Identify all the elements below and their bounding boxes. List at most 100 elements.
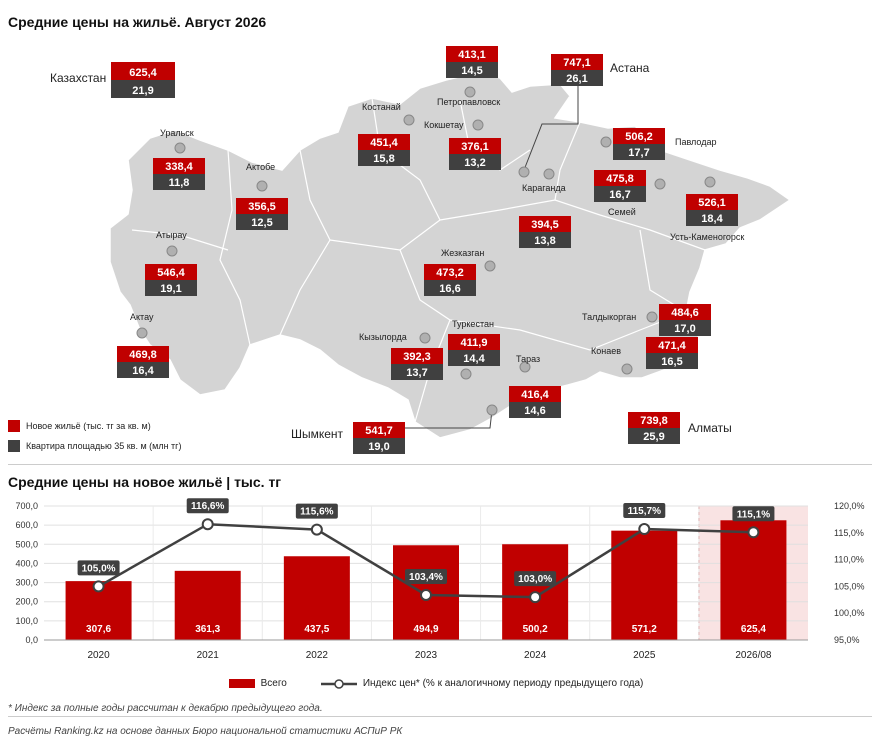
bar-value-label: 625,4 [741, 624, 766, 635]
city-labels: Казахстан Петропавловск Астана Костанай … [50, 61, 744, 441]
flat-box [628, 428, 680, 444]
x-tick-label: 2026/08 [735, 650, 772, 661]
price-value: 739,8 [640, 415, 668, 427]
city-dot-konaev [621, 363, 633, 375]
flat-box [353, 438, 405, 454]
price-value: 394,5 [531, 219, 559, 231]
index-value-label: 103,0% [518, 574, 552, 585]
source-note: Расчёты Ranking.kz на основе данных Бюро… [8, 726, 403, 737]
price-box [391, 348, 443, 364]
y-tick-label: 600,0 [15, 520, 38, 530]
city-box-9: 526,1 18,4 [686, 194, 738, 226]
flat-box [659, 320, 711, 336]
city-box-18: 416,4 14,6 [509, 386, 561, 418]
flat-value: 13,8 [534, 235, 555, 247]
price-value: 392,3 [403, 351, 431, 363]
city-dot-taraz [519, 361, 531, 373]
city-dot-taldykorgan [646, 311, 658, 323]
price-box [594, 170, 646, 186]
flat-value: 18,4 [701, 213, 723, 225]
leader-lines [402, 80, 579, 429]
price-value: 541,7 [365, 425, 393, 437]
index-value-label: 103,4% [409, 572, 443, 583]
bar-value-label: 361,3 [195, 624, 220, 635]
price-box [117, 346, 169, 362]
price-value: 376,1 [461, 141, 489, 153]
city-label-kostanay: Костанай [362, 102, 401, 112]
price-box [153, 158, 205, 174]
city-label-uralsk: Уральск [160, 128, 194, 138]
x-tick-label: 2023 [415, 650, 438, 661]
city-dot-pavlodar [600, 136, 612, 148]
index-value-label: 116,6% [191, 501, 224, 512]
city-label-kazakhstan: Казахстан [50, 71, 106, 85]
price-value: 469,8 [129, 349, 157, 361]
index-point [92, 580, 105, 593]
city-box-8: 475,8 16,7 [594, 170, 646, 202]
price-box [659, 304, 711, 320]
city-box-10: 394,5 13,8 [519, 216, 571, 248]
city-label-petropavlovsk: Петропавловск [437, 97, 500, 107]
price-box [519, 216, 571, 232]
bar-2025 [611, 530, 678, 640]
price-box [551, 54, 603, 70]
city-markers [136, 86, 716, 416]
legend-line-label: Индекс цен* (% к аналогичному периоду пр… [362, 678, 644, 689]
price-value: 338,4 [165, 161, 193, 173]
price-value: 471,4 [658, 340, 686, 352]
flat-box [391, 364, 443, 380]
price-box [358, 134, 410, 150]
x-tick-label: 2021 [197, 650, 220, 661]
flat-value: 19,1 [160, 283, 181, 295]
city-label-taraz: Тараз [516, 354, 540, 364]
legend-swatch-gray [8, 440, 20, 452]
index-point [201, 518, 214, 531]
index-point [638, 523, 651, 536]
city-dot-atyrau [166, 245, 178, 257]
price-value: 526,1 [698, 197, 726, 209]
price-value: 747,1 [563, 57, 591, 69]
bar-value-label: 307,6 [86, 624, 111, 635]
city-data-boxes: 625,4 21,9 413,1 14,5 747,1 26,1 451,4 15,8 376,… [111, 46, 738, 454]
city-box-20: 541,7 19,0 [353, 422, 405, 454]
flat-box [448, 350, 500, 366]
flat-value: 19,0 [368, 441, 389, 453]
city-dot-zhezkazgan [484, 260, 496, 272]
price-box [424, 264, 476, 280]
y-tick-label: 200,0 [15, 597, 38, 607]
city-label-almaty: Алматы [688, 421, 732, 435]
price-box [353, 422, 405, 438]
flat-value: 16,6 [439, 283, 460, 295]
city-dot-kostanay [403, 114, 415, 126]
flat-box [145, 280, 197, 296]
price-box [111, 62, 175, 80]
index-value-label: 115,6% [300, 507, 333, 518]
flat-box [646, 353, 698, 369]
price-box [686, 194, 738, 210]
flat-box [519, 232, 571, 248]
y2-tick-label: 95,0% [834, 635, 860, 645]
city-label-taldykorgan: Талдыкорган [582, 312, 636, 322]
map-legend-flat: Квартира площадью 35 кв. м (млн тг) [8, 440, 181, 452]
legend-item-bars: Всего [228, 678, 287, 689]
flat-box [686, 210, 738, 226]
flat-value: 14,6 [524, 405, 545, 417]
city-dot-kokshetau [472, 119, 484, 131]
y2-tick-label: 105,0% [834, 581, 865, 591]
city-box-0: 625,4 21,9 [111, 62, 175, 98]
bar-2022 [283, 556, 350, 640]
flat-value: 12,5 [251, 217, 272, 229]
y-tick-label: 100,0 [15, 616, 38, 626]
price-box [646, 337, 698, 353]
city-box-15: 392,3 13,7 [391, 348, 443, 380]
y2-tick-label: 120,0% [834, 501, 865, 511]
y2-tick-label: 110,0% [834, 555, 864, 565]
city-label-kokshetau: Кокшетау [424, 120, 464, 130]
city-label-turkestan: Туркестан [452, 319, 494, 329]
flat-box [358, 150, 410, 166]
city-box-2: 747,1 26,1 [551, 54, 603, 86]
city-box-7: 356,5 12,5 [236, 198, 288, 230]
flat-value: 14,5 [461, 65, 482, 77]
city-dot-turkestan [460, 368, 472, 380]
price-box [613, 128, 665, 144]
